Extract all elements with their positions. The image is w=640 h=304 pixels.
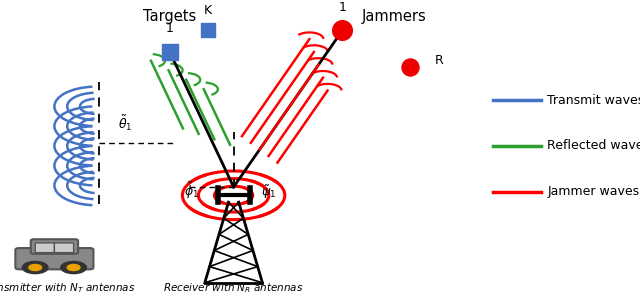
Text: 1: 1 [339, 1, 346, 14]
Point [203, 28, 213, 33]
FancyBboxPatch shape [35, 243, 54, 253]
Text: R: R [435, 54, 444, 67]
Text: Targets: Targets [143, 9, 196, 24]
FancyBboxPatch shape [54, 243, 74, 253]
Circle shape [29, 264, 42, 271]
Text: Transmitter with $N_T$ antennas: Transmitter with $N_T$ antennas [0, 281, 135, 295]
Text: Jammers: Jammers [361, 9, 426, 24]
Point [404, 64, 415, 69]
Point [164, 49, 175, 54]
Circle shape [61, 261, 86, 274]
Text: $\tilde{\psi}_1$: $\tilde{\psi}_1$ [261, 184, 276, 201]
Text: K: K [204, 4, 212, 17]
Text: $\tilde{\phi}_1$: $\tilde{\phi}_1$ [184, 181, 200, 201]
Text: Transmit waves: Transmit waves [547, 94, 640, 107]
Text: 1: 1 [166, 22, 173, 35]
Text: Receiver with $N_R$ antennas: Receiver with $N_R$ antennas [163, 281, 304, 295]
FancyBboxPatch shape [15, 248, 93, 269]
Text: Jammer waves: Jammer waves [547, 185, 639, 198]
Text: ...: ... [177, 11, 188, 24]
FancyBboxPatch shape [31, 239, 78, 254]
Text: Reflected waves: Reflected waves [547, 140, 640, 152]
Text: $\tilde{\theta}_1$: $\tilde{\theta}_1$ [118, 114, 132, 133]
Circle shape [22, 261, 48, 274]
Circle shape [67, 264, 80, 271]
Point [337, 28, 348, 33]
